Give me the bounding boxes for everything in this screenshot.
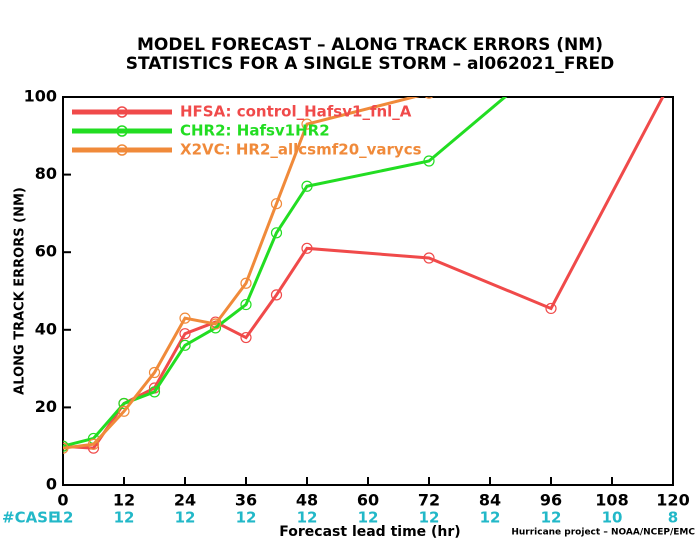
y-tick-label: 100: [24, 87, 57, 106]
point: [270, 198, 283, 210]
point: [87, 438, 100, 450]
series-line: [63, 97, 420, 450]
point: [301, 242, 313, 254]
point: [209, 318, 222, 330]
case-count: 12: [297, 509, 318, 527]
point: [545, 302, 557, 315]
y-tick-label: 40: [35, 319, 57, 338]
chart-subtitle: STATISTICS FOR A SINGLE STORM – al062021…: [126, 54, 615, 74]
case-count: 12: [480, 509, 501, 527]
y-tick-label: 0: [46, 475, 57, 494]
case-label: #CASE: [2, 509, 58, 527]
legend-marker: [116, 106, 128, 118]
series-line: [63, 97, 508, 448]
y-tick-label: 80: [35, 164, 57, 183]
point: [240, 331, 252, 344]
point: [148, 366, 161, 379]
legend-marker: [116, 144, 128, 156]
x-tick-label: 12: [113, 491, 135, 510]
legend-label: HFSA: control_Hafsv1_fnl_A: [180, 103, 412, 121]
footer: Hurricane project – NOAA/NCEP/EMC: [511, 528, 695, 538]
case-count: 12: [175, 509, 196, 527]
x-tick-label: 120: [656, 491, 689, 510]
x-tick-label: 96: [540, 491, 562, 510]
x-tick-label: 24: [174, 491, 196, 510]
case-count: 12: [419, 509, 440, 527]
case-count: 12: [541, 509, 562, 527]
point: [270, 227, 283, 239]
x-tick-label: 108: [595, 491, 628, 510]
point: [118, 405, 130, 417]
point: [179, 328, 191, 340]
point: [301, 180, 313, 192]
case-count: 12: [53, 509, 74, 527]
x-tick-label: 48: [296, 491, 318, 510]
chart-title: MODEL FORECAST – ALONG TRACK ERRORS (NM): [137, 35, 603, 55]
x-tick-label: 36: [235, 491, 257, 510]
legend-label: CHR2: Hafsv1HR2: [180, 122, 330, 140]
y-axis-label: ALONG TRACK ERRORS (NM): [13, 187, 28, 395]
x-axis-label: Forecast lead time (hr): [279, 524, 460, 540]
case-count: 12: [236, 509, 257, 527]
x-tick-label: 84: [479, 491, 501, 510]
point: [240, 298, 252, 311]
legend-label: X2VC: HR2_allcsmf20_varycs: [180, 141, 422, 159]
point: [301, 118, 313, 130]
x-tick-label: 60: [357, 491, 379, 510]
point: [270, 289, 283, 301]
point: [179, 312, 191, 324]
point: [63, 442, 69, 454]
legend-marker: [116, 125, 128, 137]
point: [424, 97, 434, 99]
case-count: 8: [668, 509, 678, 527]
case-count: 12: [358, 509, 379, 527]
x-tick-label: 0: [57, 491, 68, 510]
case-count: 10: [602, 509, 623, 527]
point: [179, 339, 191, 351]
point: [240, 277, 252, 289]
y-tick-label: 20: [35, 397, 57, 416]
case-count: 12: [114, 509, 135, 527]
point: [148, 386, 161, 398]
point: [423, 252, 435, 264]
x-tick-label: 72: [418, 491, 440, 510]
point: [668, 73, 678, 83]
y-tick-label: 60: [35, 242, 57, 261]
plot-area: [63, 73, 678, 454]
point: [423, 155, 435, 167]
